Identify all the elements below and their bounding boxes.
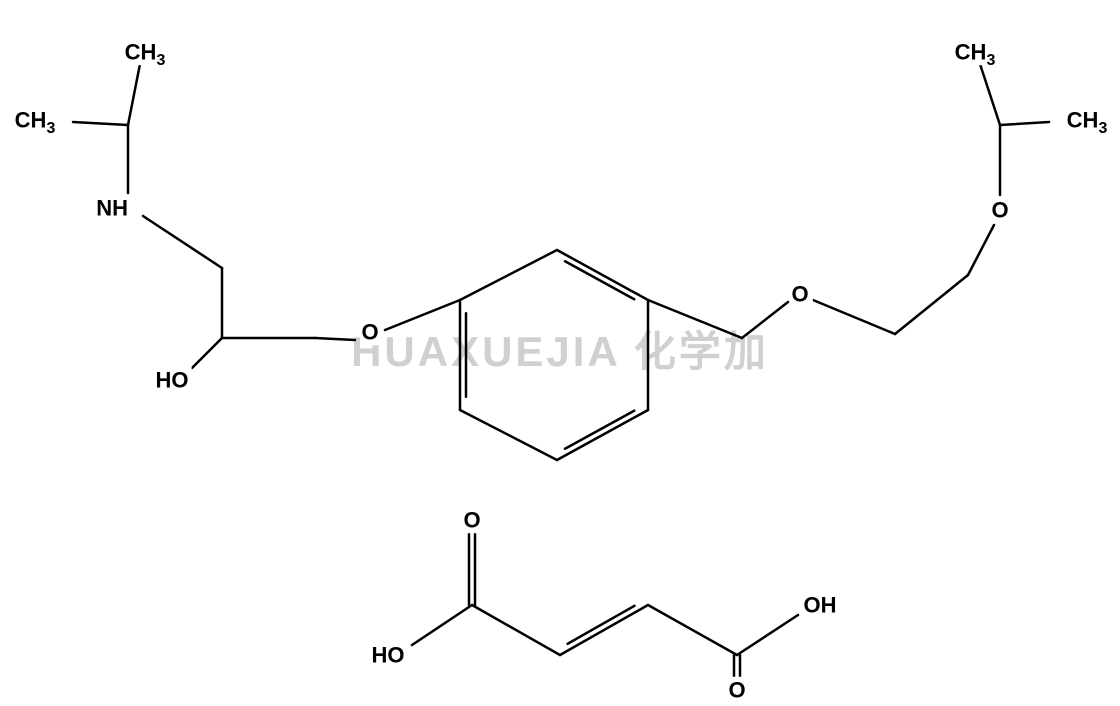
bottom-molecule-bonds — [412, 534, 798, 680]
svg-text:NH: NH — [96, 196, 128, 221]
svg-text:O: O — [463, 508, 480, 533]
svg-text:HO: HO — [156, 368, 189, 393]
svg-text:HO: HO — [372, 643, 405, 668]
bottom-molecule-labels: O HO O OH — [372, 507, 840, 703]
svg-text:O: O — [728, 678, 745, 703]
svg-text:O: O — [791, 282, 808, 307]
svg-text:O: O — [991, 198, 1008, 223]
svg-text:OH: OH — [804, 593, 837, 618]
molecule-diagram: CH3CH3NHHOOOOCH3CH3 OHOOOH — [0, 0, 1120, 706]
svg-text:O: O — [361, 320, 378, 345]
top-molecule-labels: CH3CH3NHHOOOOCH3CH3 — [15, 39, 1112, 393]
top-molecule-bonds — [73, 64, 1049, 460]
